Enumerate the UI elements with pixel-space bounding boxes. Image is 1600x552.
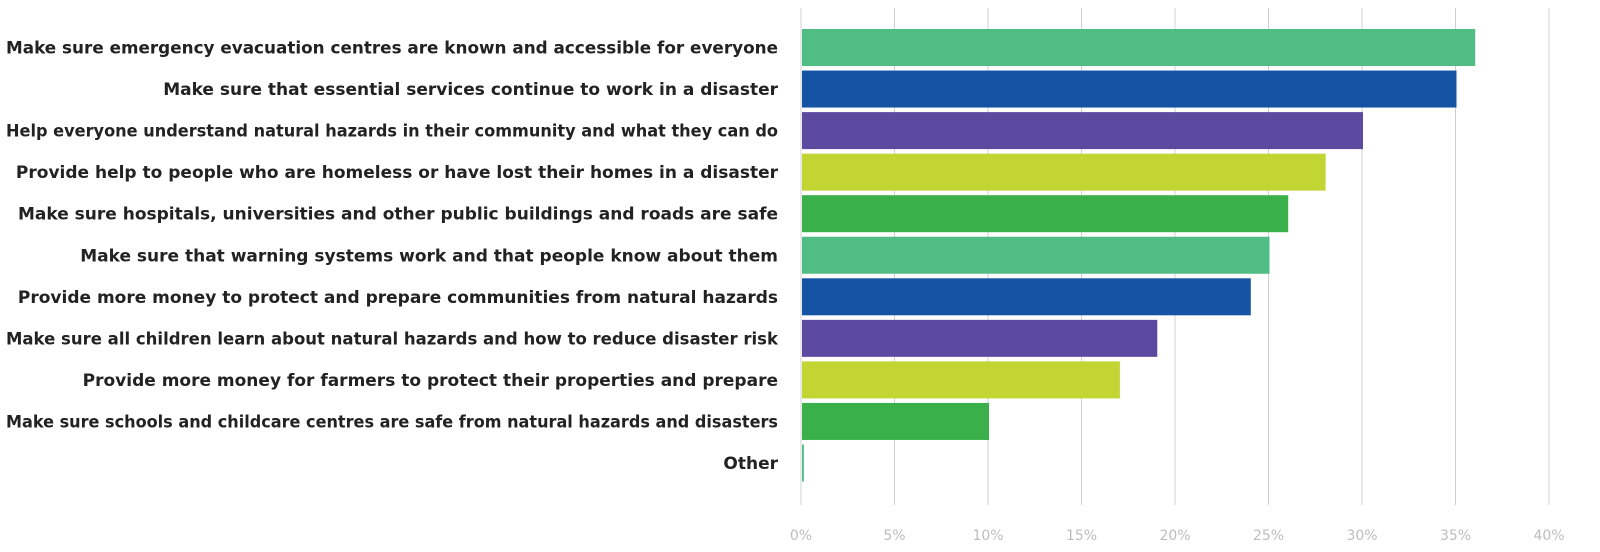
x-tick-label: 5% [883,528,905,544]
category-label: Help everyone understand natural hazards… [6,122,778,142]
x-tick-label: 35% [1440,528,1471,544]
bar [802,236,1270,274]
category-label: Make sure all children learn about natur… [6,329,779,349]
bar [802,195,1289,233]
bar [802,402,989,440]
category-label: Make sure hospitals, universities and ot… [18,205,778,225]
x-tick-label: 40% [1533,528,1564,544]
bar [802,153,1326,191]
bar [802,70,1457,108]
x-tick-label: 15% [1066,528,1097,544]
x-tick-label: 10% [972,528,1003,544]
category-label: Make sure that warning systems work and … [80,246,778,266]
bar [802,112,1363,150]
category-label: Provide more money for farmers to protec… [83,371,778,391]
bars [802,29,1476,482]
x-tick-label: 0% [790,528,812,544]
bar [802,444,804,482]
bar [802,278,1251,316]
x-tick-label: 25% [1253,528,1284,544]
x-axis-tick-labels: 0% 5% 10% 15% 20% 25% 30% 35% 40% [790,528,1565,544]
bar [802,29,1476,66]
x-tick-label: 30% [1346,528,1377,544]
category-label: Provide more money to protect and prepar… [18,288,778,308]
bar [802,361,1120,399]
category-label: Make sure schools and childcare centres … [6,412,778,432]
category-label: Other [723,454,778,474]
x-tick-label: 20% [1159,528,1190,544]
category-label: Make sure that essential services contin… [163,80,778,100]
category-label: Make sure emergency evacuation centres a… [6,39,778,59]
category-label: Provide help to people who are homeless … [16,163,779,183]
category-labels: Make sure emergency evacuation centres a… [6,39,779,475]
bar [802,319,1158,357]
